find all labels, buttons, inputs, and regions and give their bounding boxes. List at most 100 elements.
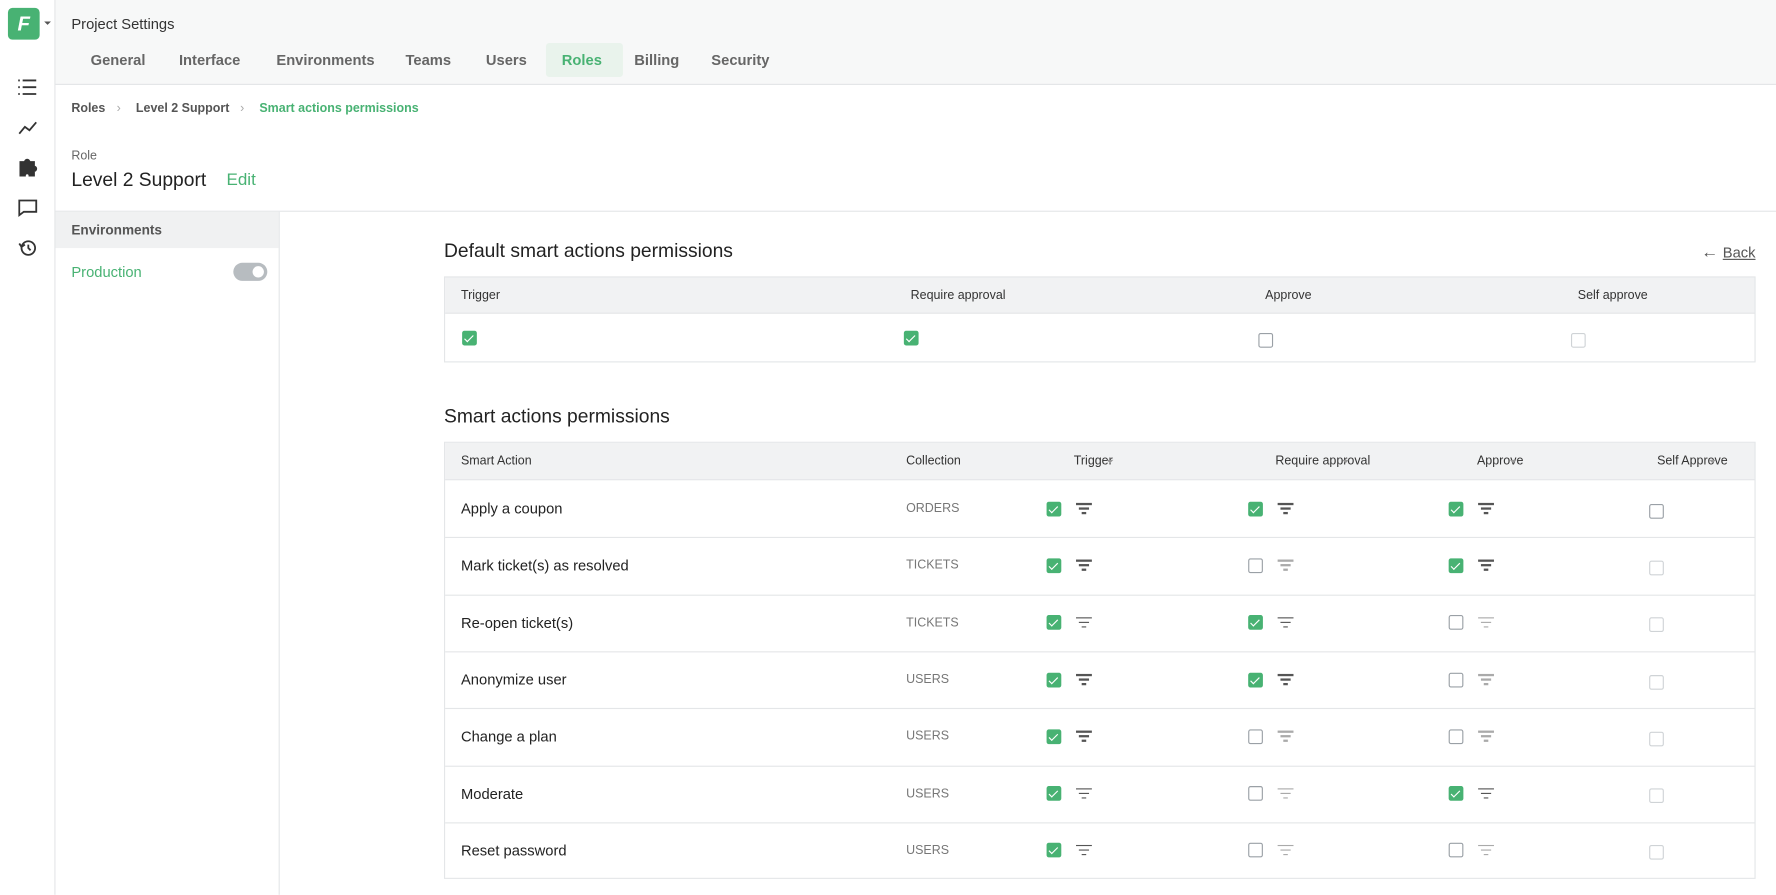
- filter-icon[interactable]: [1478, 560, 1494, 571]
- checkbox[interactable]: [1247, 843, 1263, 858]
- filter-icon[interactable]: [1478, 787, 1494, 799]
- filter-icon[interactable]: [1076, 673, 1092, 685]
- section-title: Default smart actions permissions: [443, 240, 733, 262]
- table-border: [443, 441, 1756, 880]
- column-header[interactable]: Approve: [1476, 454, 1524, 468]
- nav-tab[interactable]: Teams: [405, 51, 452, 69]
- checkbox[interactable]: [1247, 615, 1263, 631]
- breadcrumb-item: Smart actions permissions: [259, 101, 419, 116]
- rail-icons[interactable]: [18, 78, 38, 271]
- breadcrumb-item[interactable]: Roles: [71, 101, 106, 116]
- filter-icon[interactable]: [1478, 673, 1494, 685]
- collection: TICKETS: [906, 558, 959, 573]
- checkbox[interactable]: [1046, 615, 1061, 631]
- row-divider: [445, 765, 1755, 767]
- checkbox[interactable]: [1046, 501, 1061, 517]
- checkbox[interactable]: [1648, 560, 1664, 576]
- checkbox[interactable]: [1648, 731, 1664, 747]
- checkbox[interactable]: [1046, 672, 1061, 688]
- column-header[interactable]: Require approval: [1275, 454, 1371, 468]
- checkbox[interactable]: [903, 330, 919, 345]
- sidebar-heading: Environments: [71, 221, 162, 238]
- checkbox[interactable]: [1046, 786, 1061, 801]
- filter-icon[interactable]: [1076, 560, 1092, 571]
- filter-icon[interactable]: [1076, 787, 1092, 799]
- checkbox[interactable]: [1247, 729, 1263, 744]
- row-divider: [445, 594, 1755, 596]
- checkbox[interactable]: [1448, 672, 1463, 688]
- checkbox[interactable]: [1648, 503, 1664, 519]
- filter-icon[interactable]: [1277, 617, 1294, 628]
- checkbox[interactable]: [1046, 843, 1061, 858]
- checkbox[interactable]: [1648, 845, 1664, 861]
- checkbox[interactable]: [1570, 332, 1586, 348]
- filter-icon[interactable]: [1478, 844, 1494, 856]
- filter-icon[interactable]: [1076, 617, 1092, 628]
- nav-tab[interactable]: General: [90, 51, 146, 69]
- checkbox[interactable]: [1648, 674, 1664, 690]
- nav-tab[interactable]: Users: [485, 51, 527, 69]
- filter-icon[interactable]: [1277, 730, 1294, 742]
- column-header[interactable]: Self Approve: [1657, 454, 1728, 468]
- logo[interactable]: F: [7, 7, 40, 40]
- nav-tab[interactable]: Security: [711, 51, 770, 69]
- row-divider: [445, 708, 1755, 710]
- left-rail: F: [0, 0, 56, 895]
- collection: USERS: [906, 729, 950, 744]
- logo-caret[interactable]: [44, 21, 51, 29]
- filter-icon[interactable]: [1076, 730, 1092, 742]
- filter-icon[interactable]: [1277, 787, 1294, 799]
- filter-icon[interactable]: [1277, 560, 1294, 571]
- row-divider: [445, 537, 1755, 539]
- nav-tab[interactable]: Roles: [561, 51, 602, 69]
- filter-icon[interactable]: [1277, 844, 1294, 856]
- checkbox[interactable]: [1448, 558, 1463, 574]
- collection: USERS: [906, 672, 950, 687]
- checkbox[interactable]: [1046, 729, 1061, 744]
- checkbox[interactable]: [1648, 788, 1664, 804]
- checkbox[interactable]: [1448, 786, 1463, 801]
- breadcrumb-item[interactable]: Level 2 Support: [135, 101, 230, 116]
- environment-name[interactable]: Production: [71, 263, 142, 281]
- column-header: Require approval: [910, 288, 1006, 303]
- role-name: Level 2 Support: [71, 168, 207, 191]
- sidebar-header: [55, 211, 279, 249]
- collection: USERS: [906, 843, 950, 858]
- checkbox[interactable]: [1448, 843, 1463, 858]
- checkbox[interactable]: [1046, 558, 1061, 574]
- filter-icon[interactable]: [1076, 844, 1092, 856]
- toggle-knob: [252, 266, 264, 278]
- header-title: Project Settings: [71, 15, 175, 33]
- checkbox[interactable]: [1247, 672, 1263, 688]
- filter-icon[interactable]: [1478, 617, 1494, 628]
- nav-tab[interactable]: Interface: [178, 51, 241, 69]
- sort-caret: [1509, 459, 1517, 467]
- checkbox[interactable]: [1448, 729, 1463, 744]
- sort-caret: [1106, 459, 1114, 467]
- back-arrow[interactable]: ←: [1701, 242, 1719, 263]
- checkbox[interactable]: [1448, 501, 1463, 517]
- nav-tab[interactable]: Environments: [276, 51, 375, 69]
- checkbox[interactable]: [461, 330, 477, 345]
- column-header: Approve: [1265, 288, 1312, 303]
- checkbox[interactable]: [1247, 501, 1263, 517]
- edit-link[interactable]: Edit: [226, 170, 256, 190]
- filter-icon[interactable]: [1277, 673, 1294, 685]
- back-link[interactable]: Back: [1722, 244, 1756, 262]
- checkbox[interactable]: [1448, 615, 1463, 631]
- checkbox[interactable]: [1257, 332, 1273, 348]
- table-border: [443, 276, 1756, 363]
- column-header: Self approve: [1577, 288, 1648, 303]
- filter-icon[interactable]: [1478, 730, 1494, 742]
- nav-tab[interactable]: Billing: [634, 51, 680, 69]
- filter-icon[interactable]: [1076, 503, 1092, 514]
- column-header: Collection: [906, 454, 961, 468]
- column-header[interactable]: Trigger: [1073, 454, 1113, 468]
- collection: ORDERS: [906, 501, 960, 516]
- checkbox[interactable]: [1247, 786, 1263, 801]
- checkbox[interactable]: [1247, 558, 1263, 574]
- checkbox[interactable]: [1648, 617, 1664, 633]
- filter-icon[interactable]: [1277, 503, 1294, 514]
- filter-icon[interactable]: [1478, 503, 1494, 514]
